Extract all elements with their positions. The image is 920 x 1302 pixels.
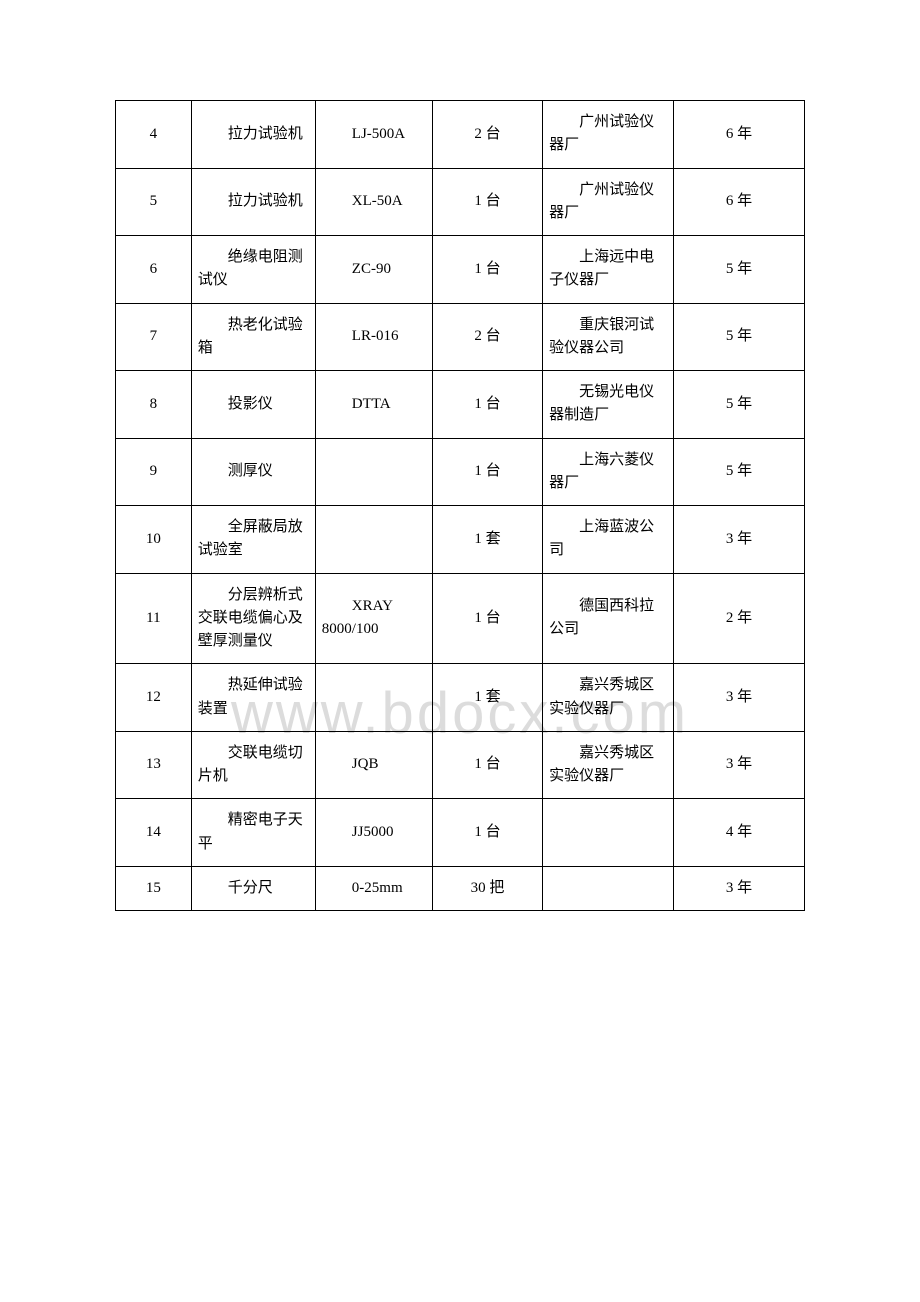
cell-manufacturer: 上海六菱仪器厂 [543, 438, 674, 506]
cell-manufacturer: 广州试验仪器厂 [543, 101, 674, 169]
table-row: 6绝缘电阻测试仪ZC-901 台上海远中电子仪器厂5 年 [116, 236, 805, 304]
cell-years: 5 年 [674, 303, 805, 371]
table-row: 13交联电缆切片机JQB1 台嘉兴秀城区实验仪器厂3 年 [116, 731, 805, 799]
cell-index: 4 [116, 101, 192, 169]
cell-name: 精密电子天平 [191, 799, 315, 867]
cell-years: 3 年 [674, 664, 805, 732]
cell-manufacturer: 德国西科拉公司 [543, 573, 674, 664]
cell-qty: 1 台 [432, 168, 542, 236]
cell-name: 拉力试验机 [191, 168, 315, 236]
cell-model: ZC-90 [315, 236, 432, 304]
table-row: 10全屏蔽局放试验室 1 套上海蓝波公司3 年 [116, 506, 805, 574]
cell-manufacturer: 嘉兴秀城区实验仪器厂 [543, 731, 674, 799]
cell-manufacturer: 上海蓝波公司 [543, 506, 674, 574]
cell-index: 15 [116, 866, 192, 910]
equipment-table: 4拉力试验机LJ-500A2 台广州试验仪器厂6 年5拉力试验机XL-50A1 … [115, 100, 805, 911]
cell-qty: 2 台 [432, 101, 542, 169]
cell-qty: 1 台 [432, 799, 542, 867]
cell-manufacturer: 无锡光电仪器制造厂 [543, 371, 674, 439]
cell-name: 千分尺 [191, 866, 315, 910]
cell-manufacturer [543, 799, 674, 867]
cell-manufacturer: 嘉兴秀城区实验仪器厂 [543, 664, 674, 732]
cell-qty: 1 套 [432, 506, 542, 574]
cell-name: 热延伸试验装置 [191, 664, 315, 732]
cell-model: 0-25mm [315, 866, 432, 910]
cell-years: 3 年 [674, 731, 805, 799]
cell-name: 绝缘电阻测试仪 [191, 236, 315, 304]
cell-index: 8 [116, 371, 192, 439]
table-row: 5拉力试验机XL-50A1 台广州试验仪器厂6 年 [116, 168, 805, 236]
cell-index: 9 [116, 438, 192, 506]
cell-index: 14 [116, 799, 192, 867]
cell-index: 12 [116, 664, 192, 732]
cell-index: 6 [116, 236, 192, 304]
cell-manufacturer: 重庆银河试验仪器公司 [543, 303, 674, 371]
cell-name: 拉力试验机 [191, 101, 315, 169]
cell-qty: 1 台 [432, 438, 542, 506]
table-row: 4拉力试验机LJ-500A2 台广州试验仪器厂6 年 [116, 101, 805, 169]
cell-index: 10 [116, 506, 192, 574]
cell-years: 5 年 [674, 371, 805, 439]
cell-model: DTTA [315, 371, 432, 439]
cell-name: 全屏蔽局放试验室 [191, 506, 315, 574]
cell-model [315, 506, 432, 574]
cell-qty: 1 台 [432, 371, 542, 439]
cell-model: JQB [315, 731, 432, 799]
table-row: 11分层辨析式交联电缆偏心及壁厚测量仪XRAY 8000/1001 台德国西科拉… [116, 573, 805, 664]
cell-model [315, 664, 432, 732]
cell-model: LJ-500A [315, 101, 432, 169]
table-row: 7热老化试验箱LR-0162 台重庆银河试验仪器公司5 年 [116, 303, 805, 371]
table-row: 12热延伸试验装置 1 套嘉兴秀城区实验仪器厂3 年 [116, 664, 805, 732]
cell-qty: 1 台 [432, 731, 542, 799]
cell-qty: 1 套 [432, 664, 542, 732]
cell-manufacturer: 上海远中电子仪器厂 [543, 236, 674, 304]
cell-index: 13 [116, 731, 192, 799]
cell-manufacturer: 广州试验仪器厂 [543, 168, 674, 236]
cell-model: XL-50A [315, 168, 432, 236]
cell-years: 2 年 [674, 573, 805, 664]
cell-name: 热老化试验箱 [191, 303, 315, 371]
cell-years: 3 年 [674, 506, 805, 574]
cell-years: 6 年 [674, 168, 805, 236]
cell-qty: 2 台 [432, 303, 542, 371]
cell-qty: 1 台 [432, 573, 542, 664]
cell-name: 测厚仪 [191, 438, 315, 506]
table-row: 15千分尺0-25mm30 把 3 年 [116, 866, 805, 910]
cell-qty: 30 把 [432, 866, 542, 910]
cell-model: LR-016 [315, 303, 432, 371]
cell-model: XRAY 8000/100 [315, 573, 432, 664]
cell-manufacturer [543, 866, 674, 910]
cell-model: JJ5000 [315, 799, 432, 867]
table-row: 9测厚仪 1 台上海六菱仪器厂5 年 [116, 438, 805, 506]
cell-years: 3 年 [674, 866, 805, 910]
cell-model [315, 438, 432, 506]
cell-name: 交联电缆切片机 [191, 731, 315, 799]
cell-years: 5 年 [674, 236, 805, 304]
table-row: 8投影仪DTTA1 台无锡光电仪器制造厂5 年 [116, 371, 805, 439]
cell-years: 5 年 [674, 438, 805, 506]
table-row: 14精密电子天平JJ50001 台 4 年 [116, 799, 805, 867]
cell-qty: 1 台 [432, 236, 542, 304]
cell-index: 7 [116, 303, 192, 371]
cell-name: 分层辨析式交联电缆偏心及壁厚测量仪 [191, 573, 315, 664]
cell-index: 11 [116, 573, 192, 664]
cell-years: 6 年 [674, 101, 805, 169]
cell-years: 4 年 [674, 799, 805, 867]
cell-index: 5 [116, 168, 192, 236]
cell-name: 投影仪 [191, 371, 315, 439]
